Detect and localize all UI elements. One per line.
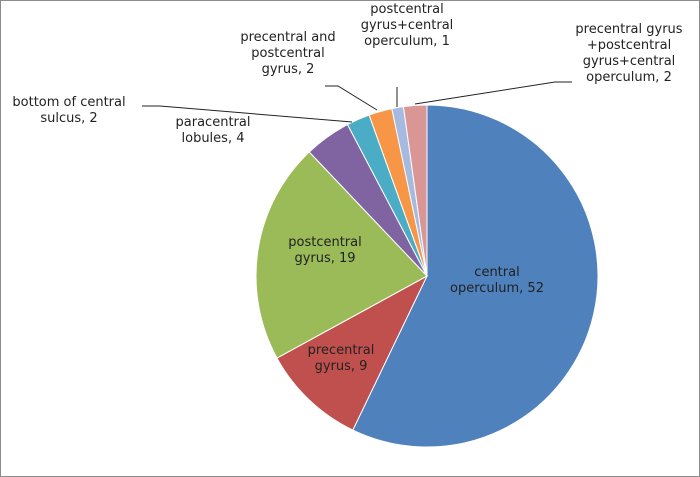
pie-slice-1 — [352, 104, 599, 448]
slice-label-2: precentral gyrus, 9 — [308, 343, 375, 374]
slice-label-3: postcentral gyrus, 19 — [288, 235, 361, 266]
pie-slice-2 — [276, 274, 429, 431]
slice-label-8: precentral gyrus +postcentral gyrus+centra… — [575, 22, 682, 85]
pie-slice-3 — [255, 151, 428, 359]
leader-line-6 — [325, 85, 378, 111]
slice-label-7: postcentral gyrus+central operculum, 1 — [361, 2, 454, 49]
pie-slice-8 — [402, 104, 428, 277]
slice-label-6: precentral and postcentral gyrus, 2 — [240, 30, 335, 77]
leader-line-5 — [142, 105, 353, 123]
leader-lines — [142, 81, 572, 123]
leader-line-8 — [414, 81, 572, 105]
slice-label-1: central operculum, 52 — [450, 265, 544, 296]
slice-label-5: bottom of central sulcus, 2 — [12, 95, 125, 126]
slice-labels: central operculum, 52 precentral gyrus, 9 po… — [12, 2, 682, 374]
pie-slices — [255, 104, 599, 448]
slice-label-4: paracentral lobules, 4 — [176, 115, 251, 146]
